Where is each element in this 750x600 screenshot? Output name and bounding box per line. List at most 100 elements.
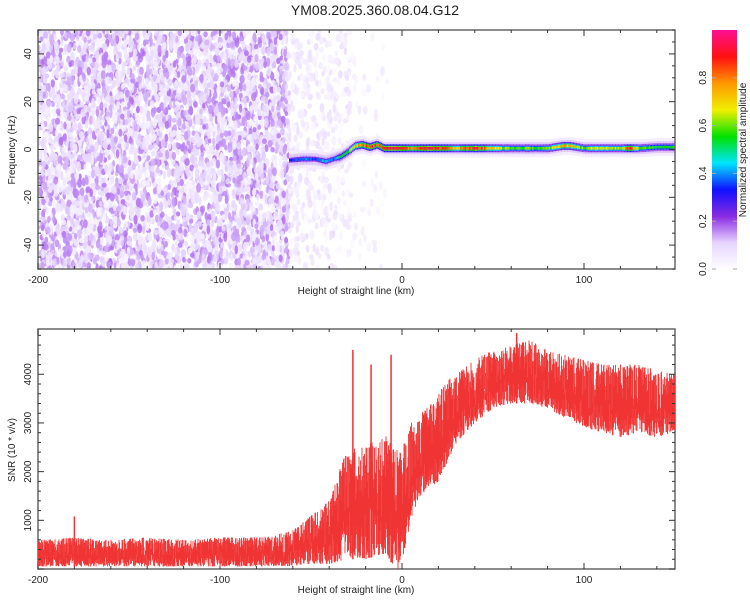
noise-cell: [183, 110, 187, 116]
noise-cell: [53, 41, 59, 51]
noise-cell: [261, 138, 267, 145]
noise-cell: [104, 121, 108, 127]
noise-cell: [229, 254, 234, 262]
noise-cell: [185, 114, 191, 121]
noise-cell: [66, 214, 71, 221]
noise-cell: [147, 144, 153, 151]
noise-cell: [214, 106, 219, 115]
noise-cell: [152, 119, 158, 127]
noise-cell: [255, 181, 261, 191]
noise-cell: [200, 233, 205, 239]
noise-cell: [121, 140, 126, 151]
noise-cell: [231, 31, 237, 39]
noise-cell: [254, 131, 260, 139]
noise-cell: [122, 179, 127, 186]
noise-cell: [257, 215, 263, 223]
noise-cell: [94, 50, 100, 60]
noise-cell: [220, 81, 225, 88]
noise-cell: [138, 169, 143, 178]
noise-cell: [218, 169, 222, 175]
noise-cell: [190, 242, 195, 249]
noise-cell: [99, 133, 105, 142]
noise-cell: [45, 226, 51, 235]
noise-cell: [232, 50, 238, 56]
noise-cell: [120, 184, 125, 192]
noise-cell: [129, 40, 135, 48]
noise-cell: [126, 240, 132, 247]
noise-cell: [209, 145, 215, 153]
noise-cell: [250, 157, 254, 165]
noise-cell: [278, 33, 283, 41]
noise-cell: [64, 157, 70, 168]
noise-cell: [74, 136, 79, 143]
noise-cell: [124, 119, 129, 126]
noise-cell: [67, 260, 71, 266]
noise-cell: [121, 101, 126, 108]
noise-cell: [265, 91, 270, 98]
noise-cell: [249, 201, 253, 208]
noise-cell: [222, 257, 229, 265]
noise-cell: [47, 265, 53, 269]
noise-cell: [122, 205, 128, 216]
noise-cell: [179, 178, 184, 187]
noise-cell: [160, 190, 164, 196]
noise-cell: [158, 259, 164, 269]
noise-cell: [55, 224, 60, 235]
noise-cell: [123, 221, 129, 229]
noise-cell: [201, 253, 206, 263]
noise-cell: [124, 30, 128, 35]
noise-cell: [175, 211, 181, 217]
noise-cell: [246, 225, 252, 231]
noise-cell: [60, 30, 64, 37]
noise-cell: [251, 144, 256, 155]
noise-cell: [271, 154, 275, 163]
noise-cell: [83, 94, 89, 102]
noise-cell: [251, 49, 256, 57]
noise-cell: [113, 45, 118, 56]
noise-cell: [133, 48, 138, 57]
noise-cell: [128, 137, 133, 144]
noise-cell: [219, 248, 223, 259]
noise-cell: [107, 65, 112, 73]
noise-cell: [283, 179, 287, 186]
noise-cell: [73, 241, 79, 247]
noise-cell: [281, 198, 287, 205]
noise-cell: [229, 239, 233, 246]
noise-cell: [52, 215, 56, 225]
noise-cell: [220, 258, 225, 265]
noise-cell: [189, 164, 194, 172]
noise-cell: [77, 122, 82, 131]
noise-cell: [227, 221, 233, 230]
noise-cell: [261, 254, 266, 261]
noise-cell: [198, 196, 202, 206]
noise-cell: [97, 32, 103, 39]
noise-cell: [118, 165, 124, 173]
noise-cell: [258, 245, 262, 254]
noise-cell: [92, 202, 97, 209]
noise-cell: [191, 179, 195, 186]
noise-cell: [155, 166, 160, 174]
noise-cell: [110, 207, 114, 215]
noise-cell: [281, 136, 286, 143]
noise-cell: [203, 31, 208, 38]
noise-cell: [164, 240, 168, 248]
noise-cell: [230, 107, 235, 114]
noise-cell: [68, 226, 73, 232]
noise-cell: [163, 67, 169, 73]
noise-cell: [211, 211, 216, 221]
noise-cell: [178, 192, 183, 199]
noise-cell: [42, 91, 46, 99]
noise-cell: [60, 35, 65, 41]
noise-cell: [262, 263, 267, 269]
noise-cell: [139, 106, 144, 114]
noise-cell: [234, 214, 238, 220]
noise-cell: [172, 208, 177, 216]
noise-cell: [43, 144, 47, 155]
noise-cell: [217, 220, 221, 227]
noise-cell: [66, 232, 71, 242]
noise-cell: [263, 104, 268, 113]
noise-cell: [241, 108, 246, 114]
noise-cell: [142, 151, 146, 160]
noise-cell: [247, 178, 252, 185]
noise-cell: [116, 101, 120, 110]
